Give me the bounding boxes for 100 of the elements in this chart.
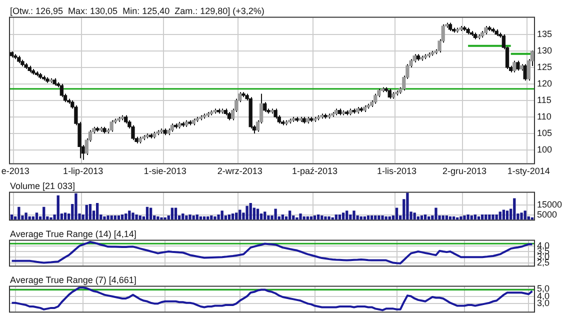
bar: [185, 215, 188, 220]
bar: [506, 210, 509, 220]
bar: [246, 206, 248, 220]
bar: [488, 214, 491, 220]
x-tick-label: 1-sty-2014: [507, 166, 550, 176]
bar: [520, 212, 523, 220]
bar: [413, 212, 416, 220]
bar: [217, 214, 220, 220]
bar: [381, 215, 384, 220]
x-tick-label: e-2013: [1, 166, 30, 176]
bar: [238, 210, 242, 220]
y-tick-label: 110: [537, 111, 552, 122]
bar: [288, 210, 292, 220]
bar: [85, 204, 88, 220]
bar: [406, 192, 409, 220]
candlestick: [516, 60, 520, 72]
candlestick: [263, 102, 267, 112]
bar: [281, 214, 284, 220]
y-tick-label: 135: [537, 28, 552, 39]
bar: [210, 215, 213, 220]
bar: [156, 216, 160, 220]
y-tick-label: 5,0: [537, 283, 550, 294]
bar: [128, 210, 131, 220]
bar: [103, 216, 106, 220]
bar: [18, 206, 20, 220]
chart-title: [Otw.: 126,95 Max: 130,05 Min: 125,40 Zam.: 129,80] (+3,2%): [10, 6, 264, 16]
y-tick-label: 15000: [537, 200, 562, 210]
bar: [466, 214, 470, 220]
candlestick: [388, 88, 392, 100]
bar: [524, 210, 526, 220]
y-tick-label: 125: [537, 62, 552, 72]
y-tick-label: 3,0: [537, 298, 550, 308]
y-tick-label: 5000: [537, 209, 558, 220]
candlestick: [274, 108, 278, 120]
candlestick: [110, 120, 114, 132]
bar: [342, 212, 345, 220]
bar: [334, 214, 338, 220]
bar: [395, 208, 398, 220]
bar: [434, 208, 438, 220]
bar: [352, 210, 356, 220]
bar: [374, 215, 377, 220]
x-tick-label: 1-lis-2013: [376, 166, 417, 176]
bar: [267, 215, 270, 220]
bar: [264, 212, 266, 220]
bar: [338, 214, 342, 220]
x-tick-label: 2-wrz-2013: [217, 166, 262, 176]
bar: [349, 214, 352, 220]
bar: [170, 208, 174, 220]
candlestick: [374, 93, 378, 104]
bar: [182, 214, 184, 220]
bar: [470, 215, 473, 220]
bar: [56, 195, 60, 220]
x-tick-label: 1-sie-2013: [144, 166, 186, 176]
bar: [196, 214, 198, 220]
bar: [35, 212, 38, 220]
bar: [231, 214, 234, 220]
bar: [146, 206, 149, 220]
bar: [346, 210, 348, 220]
bar: [324, 216, 327, 220]
bar: [228, 214, 231, 220]
x-tick-label: 2-gru-2013: [442, 166, 487, 176]
bar: [366, 215, 370, 220]
bar: [88, 204, 92, 220]
bar: [132, 212, 134, 220]
bar: [50, 217, 52, 220]
candlestick: [512, 60, 516, 73]
bar: [214, 216, 216, 220]
y-tick-label: 105: [537, 128, 552, 138]
bar: [235, 212, 238, 220]
bar: [299, 214, 302, 220]
bar: [320, 215, 324, 220]
bar: [192, 215, 195, 220]
bar: [124, 214, 128, 220]
bar: [188, 214, 192, 220]
bar: [110, 215, 113, 220]
bar: [24, 212, 28, 220]
y-tick-label: 130: [537, 45, 552, 56]
bar: [424, 214, 427, 220]
bar: [460, 216, 462, 220]
bar: [445, 215, 448, 220]
bar: [484, 214, 488, 220]
bar: [135, 214, 138, 220]
bar: [138, 215, 142, 220]
x-tick-label: 1-paź-2013: [292, 166, 338, 176]
bar: [498, 212, 502, 220]
chart-title: Average True Range (7) [4,661]: [10, 274, 136, 285]
bar: [513, 198, 516, 220]
bar: [442, 215, 444, 220]
candlestick: [60, 83, 64, 98]
y-tick-label: 120: [537, 78, 552, 88]
bar: [313, 215, 316, 220]
bar: [220, 210, 224, 220]
bar: [480, 214, 484, 220]
bar: [74, 193, 78, 220]
bar: [120, 214, 124, 220]
bar: [256, 208, 260, 220]
bar: [384, 216, 388, 220]
bar: [64, 212, 67, 220]
y-tick-label: 115: [537, 94, 552, 105]
bar: [117, 215, 120, 220]
